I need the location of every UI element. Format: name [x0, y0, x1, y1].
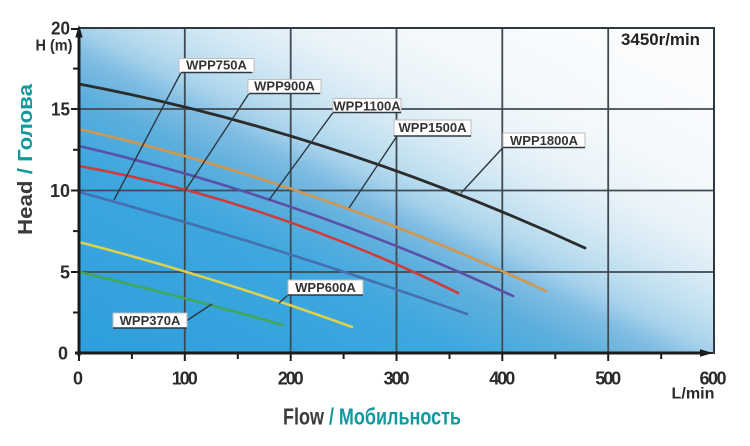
- svg-text:15: 15: [51, 100, 70, 120]
- svg-text:WPP370A: WPP370A: [120, 313, 181, 328]
- svg-text:200: 200: [278, 369, 304, 389]
- svg-text:100: 100: [172, 369, 198, 389]
- svg-text:600: 600: [700, 369, 727, 389]
- svg-text:300: 300: [384, 369, 410, 389]
- svg-text:20: 20: [51, 19, 70, 39]
- svg-text:Head / Голова: Head / Голова: [15, 83, 37, 235]
- svg-text:3450r/min: 3450r/min: [621, 30, 700, 49]
- svg-text:5: 5: [60, 263, 70, 283]
- svg-text:0: 0: [73, 369, 83, 389]
- svg-text:WPP900A: WPP900A: [254, 79, 315, 94]
- svg-text:10: 10: [50, 181, 70, 201]
- svg-text:WPP600A: WPP600A: [295, 280, 356, 295]
- svg-text:H (m): H (m): [36, 38, 73, 55]
- svg-text:0: 0: [58, 344, 68, 364]
- svg-text:Flow / Мобильность: Flow / Мобильность: [283, 404, 461, 430]
- svg-text:400: 400: [489, 369, 515, 389]
- svg-text:WPP750A: WPP750A: [186, 58, 247, 73]
- svg-text:500: 500: [595, 369, 621, 389]
- svg-text:WPP1500A: WPP1500A: [399, 120, 468, 135]
- svg-text:L/min: L/min: [672, 386, 715, 403]
- svg-text:WPP1800A: WPP1800A: [510, 133, 579, 148]
- svg-text:WPP1100A: WPP1100A: [333, 99, 401, 114]
